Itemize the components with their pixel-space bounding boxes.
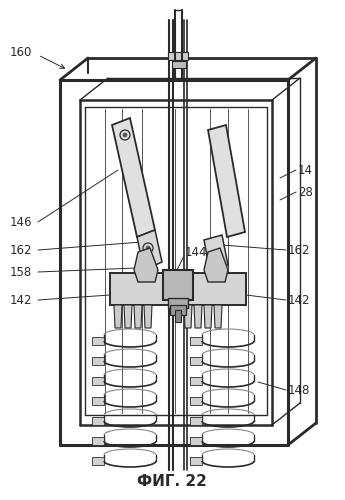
Bar <box>170 305 186 315</box>
Bar <box>168 298 188 308</box>
Polygon shape <box>208 125 245 237</box>
Polygon shape <box>137 230 162 270</box>
Bar <box>175 310 181 322</box>
Polygon shape <box>214 305 222 328</box>
Polygon shape <box>92 397 104 405</box>
Text: 144: 144 <box>185 246 207 258</box>
Polygon shape <box>194 305 202 328</box>
Circle shape <box>123 133 127 137</box>
Text: ФИГ. 22: ФИГ. 22 <box>137 474 207 490</box>
Polygon shape <box>190 397 202 405</box>
Circle shape <box>146 246 150 250</box>
Polygon shape <box>92 337 104 345</box>
Text: 142: 142 <box>10 294 32 306</box>
Text: 162: 162 <box>288 244 310 256</box>
Polygon shape <box>190 337 202 345</box>
Polygon shape <box>114 305 122 328</box>
Polygon shape <box>124 305 132 328</box>
Text: 148: 148 <box>288 384 310 396</box>
Polygon shape <box>134 248 158 282</box>
Text: 14: 14 <box>298 164 313 176</box>
Polygon shape <box>144 305 152 328</box>
Polygon shape <box>92 437 104 445</box>
Polygon shape <box>190 457 202 465</box>
Bar <box>178 273 246 305</box>
Bar <box>172 61 186 68</box>
Polygon shape <box>190 417 202 425</box>
Polygon shape <box>190 357 202 365</box>
Polygon shape <box>204 305 212 328</box>
Text: 142: 142 <box>288 294 310 306</box>
Polygon shape <box>204 235 228 272</box>
Polygon shape <box>184 305 192 328</box>
Text: 28: 28 <box>298 186 313 198</box>
Polygon shape <box>92 417 104 425</box>
Polygon shape <box>92 457 104 465</box>
Bar <box>110 273 178 305</box>
Text: 146: 146 <box>10 216 32 228</box>
Polygon shape <box>190 437 202 445</box>
Polygon shape <box>92 377 104 385</box>
Text: 158: 158 <box>10 266 32 278</box>
Polygon shape <box>190 377 202 385</box>
Polygon shape <box>204 248 228 282</box>
Polygon shape <box>92 357 104 365</box>
Text: 162: 162 <box>10 244 32 256</box>
Polygon shape <box>134 305 142 328</box>
Text: 160: 160 <box>10 46 32 59</box>
Polygon shape <box>112 118 155 237</box>
Bar <box>168 52 188 60</box>
Bar <box>163 270 193 300</box>
